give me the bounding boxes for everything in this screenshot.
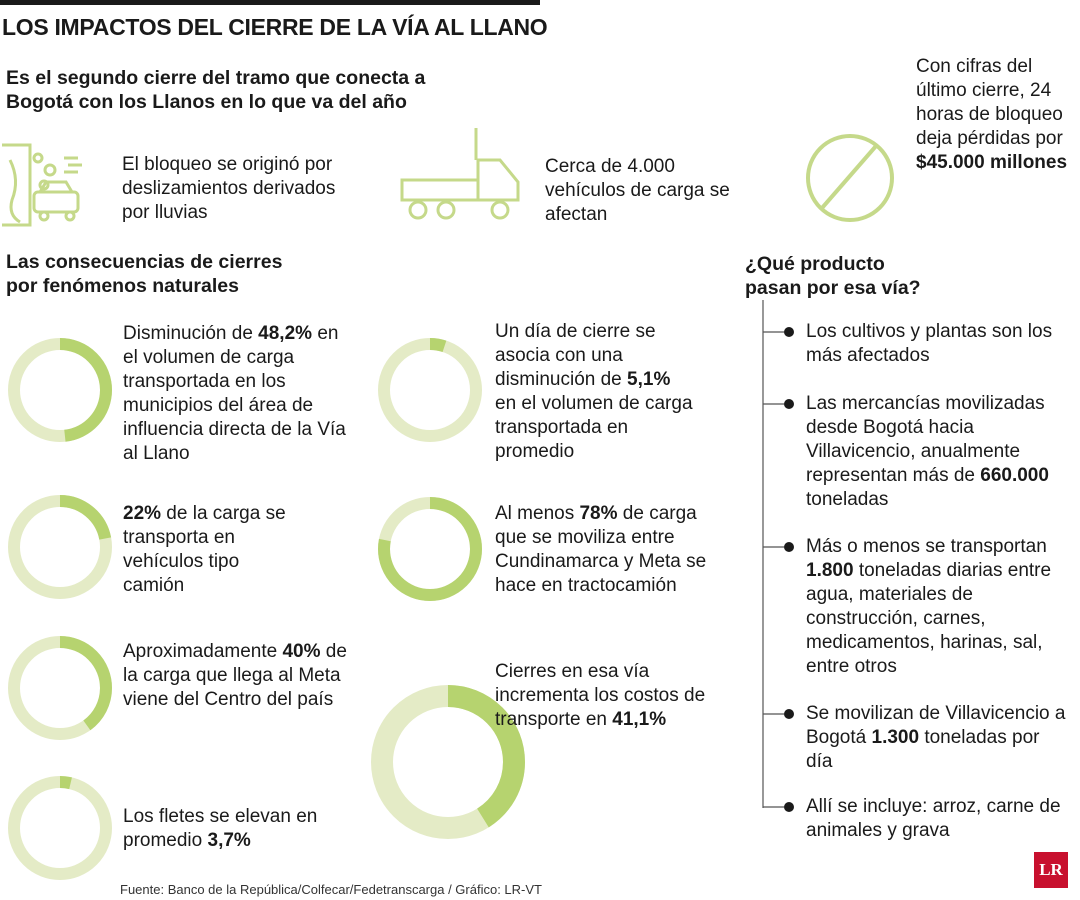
- text: Cierres en esa vía incrementa los costos…: [495, 661, 706, 730]
- bullet: [784, 709, 794, 719]
- consequence-text: Cierres en esa vía incrementa los costos…: [495, 660, 710, 732]
- consequence-text: Los fletes se elevan en promedio 3,7%: [123, 805, 348, 853]
- donut-track: [378, 338, 482, 442]
- truck-icon: [400, 128, 520, 220]
- highlight: $45.000 millones: [916, 152, 1068, 173]
- text: Los fletes se elevan en promedio: [123, 806, 318, 851]
- text: de carga que se moviliza entre Cundinama…: [495, 503, 707, 596]
- product-text: Se movilizan de Villavicencio a Bogotá 1…: [806, 702, 1068, 774]
- highlight: 1.800: [806, 560, 854, 581]
- logo: LR: [1034, 852, 1068, 888]
- highlight: 22%: [123, 503, 162, 524]
- product-text: Las mercancías movilizadas desde Bogotá …: [806, 392, 1068, 512]
- text: Aproximadamente: [123, 641, 283, 662]
- text: Con cifras del último cierre, 24 horas d…: [916, 56, 1063, 149]
- bullet: [784, 399, 794, 409]
- text: en el volumen de carga transportada en p…: [495, 393, 693, 462]
- text: Al menos: [495, 503, 580, 524]
- text: toneladas diarias entre agua, materiales…: [806, 560, 1052, 677]
- text: Se movilizan de Villavicencio a Bogotá: [806, 703, 1066, 748]
- section-title: Las consecuencias de cierres por fenómen…: [6, 251, 283, 297]
- text: Un día de cierre se asocia con una dismi…: [495, 321, 656, 390]
- product-text: Allí se incluye: arroz, carne de animale…: [806, 795, 1068, 843]
- text: toneladas por día: [806, 727, 1040, 772]
- highlight: 41,1%: [612, 709, 667, 730]
- donut-arc: [378, 497, 482, 601]
- highlight: 78%: [579, 503, 618, 524]
- fact-text: El bloqueo se originó por deslizamientos…: [122, 153, 337, 225]
- consequence-text: Aproximadamente 40% de la carga que lleg…: [123, 640, 348, 712]
- subtitle: Es el segundo cierre del tramo que conec…: [6, 67, 426, 113]
- highlight: 5,1%: [627, 369, 671, 390]
- donut-arc: [371, 685, 525, 839]
- text: Allí se incluye: arroz, carne de animale…: [806, 796, 1061, 841]
- text: Más o menos se transportan: [806, 536, 1047, 557]
- highlight: 40%: [282, 641, 321, 662]
- top-bar: [0, 0, 540, 5]
- fact-text: Cerca de 4.000 vehículos de carga se afe…: [545, 155, 735, 227]
- landslide-icon: [2, 143, 82, 227]
- text: Las mercancías movilizadas desde Bogotá …: [806, 393, 1045, 486]
- text: Los cultivos y plantas son los más afect…: [806, 321, 1053, 366]
- source: Fuente: Banco de la República/Colfecar/F…: [120, 882, 542, 897]
- text: Disminución de: [123, 323, 259, 344]
- product-text: Los cultivos y plantas son los más afect…: [806, 320, 1068, 368]
- text: de la carga se transporta en vehículos t…: [123, 503, 286, 596]
- highlight: 3,7%: [207, 830, 251, 851]
- consequence-text: Al menos 78% de carga que se moviliza en…: [495, 502, 710, 598]
- blocked-icon: [806, 134, 894, 222]
- consequence-text: Un día de cierre se asocia con una dismi…: [495, 320, 695, 464]
- donut-arc: [8, 338, 112, 442]
- donut-arc: [378, 338, 482, 442]
- bullet: [784, 327, 794, 337]
- donut-arc: [8, 776, 112, 880]
- text: Cerca de 4.000 vehículos de carga se afe…: [545, 156, 730, 225]
- consequence-text: 22% de la carga se transporta en vehícul…: [123, 502, 293, 598]
- donut-arc: [8, 495, 112, 599]
- fact-text: Con cifras del último cierre, 24 horas d…: [916, 55, 1071, 175]
- section-title: ¿Qué producto pasan por esa vía?: [745, 253, 921, 299]
- highlight: 1.300: [871, 727, 920, 748]
- consequence-text: Disminución de 48,2% en el volumen de ca…: [123, 322, 358, 466]
- donut-arc: [8, 636, 112, 740]
- text: toneladas: [806, 489, 889, 510]
- text: de la carga que llega al Meta viene del …: [123, 641, 347, 710]
- bullet: [784, 542, 794, 552]
- text: El bloqueo se originó por deslizamientos…: [122, 154, 336, 223]
- highlight: 660.000: [980, 465, 1049, 486]
- text: en el volumen de carga transportada en l…: [123, 323, 346, 464]
- title: LOS IMPACTOS DEL CIERRE DE LA VÍA AL LLA…: [2, 14, 548, 40]
- highlight: 48,2%: [258, 323, 313, 344]
- donut-track: [8, 776, 112, 880]
- bullet: [784, 802, 794, 812]
- product-text: Más o menos se transportan 1.800 tonelad…: [806, 535, 1068, 679]
